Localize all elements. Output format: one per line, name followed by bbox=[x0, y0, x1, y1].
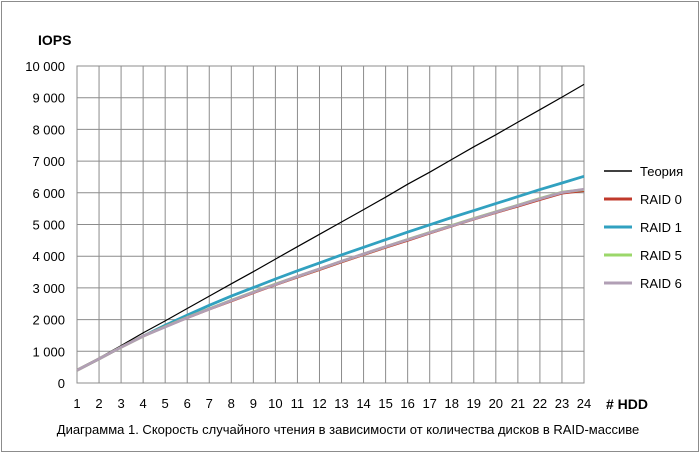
y-tick-label: 0 bbox=[58, 376, 65, 391]
plot-area-border bbox=[76, 65, 585, 384]
series-line-raid-1 bbox=[76, 174, 585, 372]
legend: Теория RAID 0 RAID 1 RAID 5 RAID 6 bbox=[604, 164, 683, 291]
legend-label: Теория bbox=[640, 164, 683, 179]
x-tick-label: 15 bbox=[378, 396, 392, 411]
x-tick-label: 14 bbox=[356, 396, 370, 411]
x-axis-title: # HDD bbox=[606, 396, 648, 412]
x-tick-label: 18 bbox=[445, 396, 459, 411]
x-tick-label: 17 bbox=[422, 396, 436, 411]
y-axis-title: IOPS bbox=[38, 32, 71, 48]
series-line-raid-0 bbox=[76, 189, 585, 372]
x-tick-label: 19 bbox=[467, 396, 481, 411]
series-line-raid-5 bbox=[76, 188, 585, 372]
y-tick-label: 9 000 bbox=[32, 91, 65, 106]
y-axis-ticks: 0 1 000 2 000 3 000 4 000 5 000 6 000 7 000 8 00… bbox=[25, 59, 65, 391]
chart-caption: Диаграмма 1. Скорость случайного чтения … bbox=[57, 422, 639, 437]
legend-label: RAID 1 bbox=[640, 220, 682, 235]
y-tick-label: 1 000 bbox=[32, 344, 65, 359]
legend-label: RAID 6 bbox=[640, 276, 682, 291]
x-tick-label: 8 bbox=[228, 396, 235, 411]
x-tick-label: 20 bbox=[489, 396, 503, 411]
y-tick-label: 8 000 bbox=[32, 122, 65, 137]
y-tick-label: 6 000 bbox=[32, 186, 65, 201]
x-tick-label: 11 bbox=[291, 396, 305, 411]
x-tick-label: 3 bbox=[117, 396, 124, 411]
series-line-raid-6 bbox=[76, 187, 585, 372]
series-line-теория bbox=[76, 83, 585, 371]
series-lines bbox=[76, 83, 585, 372]
x-tick-label: 5 bbox=[162, 396, 169, 411]
x-tick-label: 1 bbox=[73, 396, 80, 411]
y-tick-label: 4 000 bbox=[32, 249, 65, 264]
y-tick-label: 5 000 bbox=[32, 218, 65, 233]
grid bbox=[76, 65, 585, 384]
x-tick-label: 7 bbox=[206, 396, 213, 411]
x-tick-label: 24 bbox=[577, 396, 591, 411]
x-tick-label: 10 bbox=[268, 396, 282, 411]
x-tick-label: 6 bbox=[184, 396, 191, 411]
x-tick-label: 12 bbox=[312, 396, 326, 411]
x-axis-ticks: 1 2 3 4 5 6 7 8 9 10 11 12 13 14 15 16 17 18 19 20 21 22 23 24 bbox=[73, 396, 591, 411]
x-tick-label: 9 bbox=[250, 396, 257, 411]
x-tick-label: 4 bbox=[140, 396, 147, 411]
x-tick-label: 16 bbox=[400, 396, 414, 411]
y-tick-label: 7 000 bbox=[32, 154, 65, 169]
x-tick-label: 13 bbox=[334, 396, 348, 411]
x-tick-label: 2 bbox=[95, 396, 102, 411]
legend-label: RAID 5 bbox=[640, 248, 682, 263]
x-tick-label: 23 bbox=[555, 396, 569, 411]
y-tick-label: 3 000 bbox=[32, 281, 65, 296]
y-tick-label: 10 000 bbox=[25, 59, 65, 74]
y-tick-label: 2 000 bbox=[32, 313, 65, 328]
x-tick-label: 21 bbox=[511, 396, 525, 411]
x-tick-label: 22 bbox=[533, 396, 547, 411]
legend-label: RAID 0 bbox=[640, 192, 682, 207]
